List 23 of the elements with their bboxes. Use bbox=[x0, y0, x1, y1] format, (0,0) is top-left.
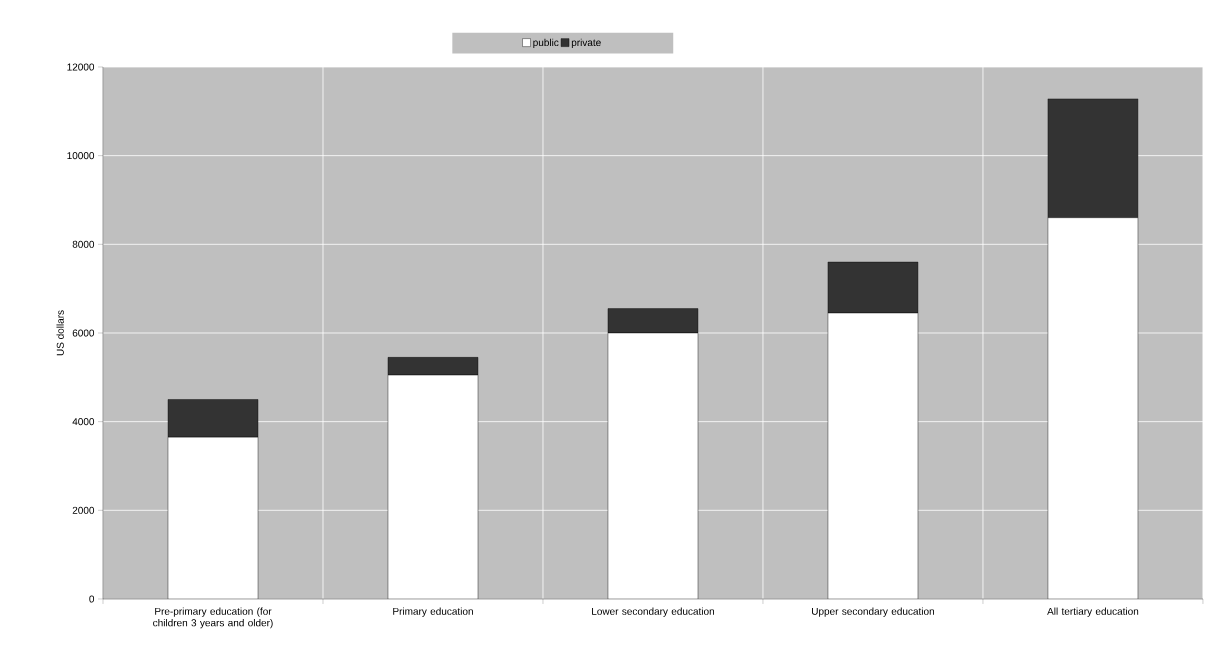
x-tick-label: Lower secondary education bbox=[592, 607, 714, 617]
legend-label: private bbox=[571, 38, 601, 49]
bar bbox=[387, 357, 479, 376]
y-tick-label: 6000 bbox=[72, 329, 95, 337]
bar bbox=[607, 308, 699, 334]
bar bbox=[607, 332, 698, 599]
y-tick-label: 8000 bbox=[72, 240, 95, 248]
x-tick-label: Pre-primary education (for children 3 years and older) bbox=[153, 607, 273, 629]
y-axis-title: US dollars bbox=[56, 310, 64, 356]
y-tick-label: 10000 bbox=[67, 152, 95, 160]
y-tick-label: 0 bbox=[89, 595, 95, 603]
bar bbox=[827, 261, 919, 314]
y-tick-label: 4000 bbox=[72, 418, 95, 426]
x-tick-label: Primary education bbox=[393, 607, 473, 617]
y-tick-label: 12000 bbox=[67, 63, 95, 71]
x-tick-label: Upper secondary education bbox=[812, 607, 934, 617]
x-tick-label: All tertiary education bbox=[1047, 607, 1139, 617]
bar bbox=[168, 437, 258, 599]
bar bbox=[1047, 217, 1139, 599]
bar bbox=[387, 375, 478, 599]
y-tick-label: 2000 bbox=[72, 506, 95, 514]
legend-label: public bbox=[533, 38, 559, 49]
bar bbox=[827, 313, 918, 599]
